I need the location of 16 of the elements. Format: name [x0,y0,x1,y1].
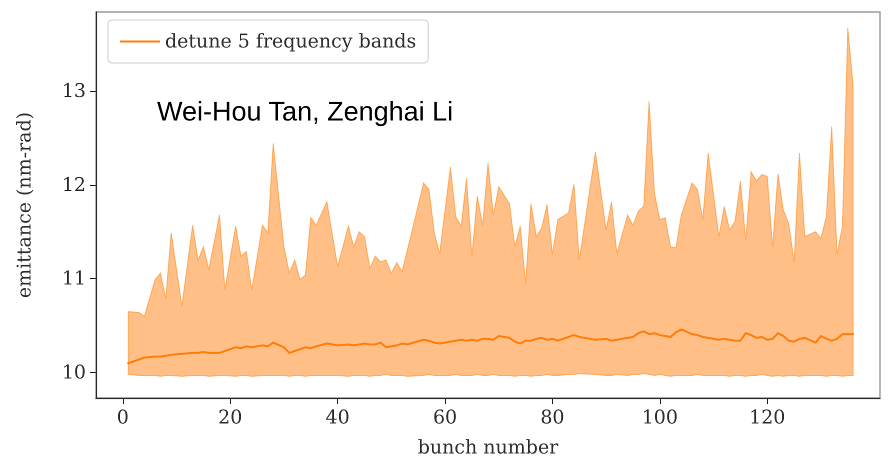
x-tick-label: 20 [218,406,242,428]
x-axis-title: bunch number [418,436,560,458]
y-tick-label: 13 [62,80,86,102]
x-tick-label: 80 [540,406,565,428]
x-tick-label: 0 [116,406,129,428]
x-tick-label: 100 [642,406,678,428]
y-axis-title: emittance (nm-rad) [14,112,36,298]
legend-label: detune 5 frequency bands [165,30,416,52]
x-tick-label: 40 [326,406,350,428]
x-tick-label: 120 [749,406,786,428]
y-tick-label: 10 [62,362,86,384]
y-tick-label: 11 [62,268,86,290]
y-tick-label: 12 [62,174,86,196]
annotation: Wei-Hou Tan, Zenghai Li [157,96,454,126]
x-tick-label: 60 [432,406,458,428]
line-series [127,328,854,364]
